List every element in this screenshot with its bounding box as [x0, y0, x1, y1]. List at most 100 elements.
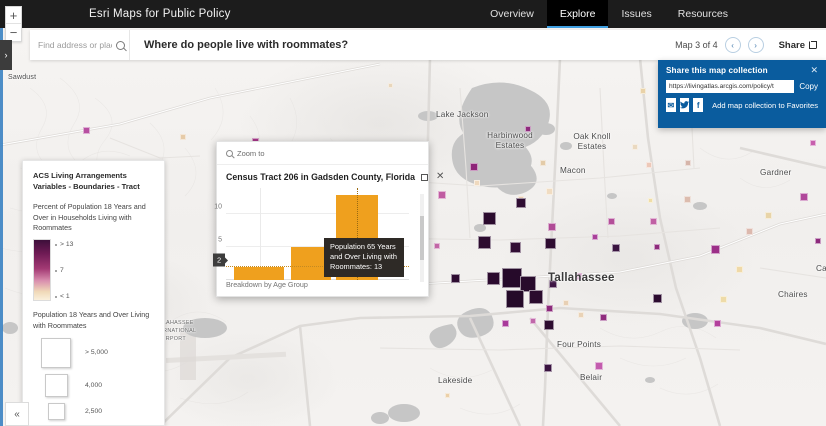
map-marker[interactable] [592, 234, 598, 240]
share-url-input[interactable] [666, 80, 795, 93]
map-marker[interactable] [563, 300, 569, 306]
zoom-in-button[interactable]: + [6, 7, 21, 24]
share-button-label: Share [778, 39, 805, 51]
map-marker[interactable] [438, 191, 446, 199]
app-brand-title: Esri Maps for Public Policy [89, 8, 231, 20]
map-marker[interactable] [483, 212, 496, 225]
close-icon[interactable]: ✕ [436, 171, 445, 182]
nav-item-explore[interactable]: Explore [546, 0, 609, 28]
chart-tooltip: Population 65 Years and Over Living with… [324, 238, 404, 277]
map-marker[interactable] [746, 228, 753, 235]
map-marker[interactable] [445, 393, 450, 398]
map-marker[interactable] [654, 244, 660, 250]
legend-size-row: > 5,000 [33, 337, 154, 368]
facebook-share-button[interactable]: f [693, 98, 704, 112]
map-marker[interactable] [520, 276, 536, 292]
map-marker[interactable] [544, 320, 554, 330]
map-question-title: Where do people live with roommates? [144, 39, 349, 51]
map-marker[interactable] [525, 126, 531, 132]
map-marker[interactable] [653, 294, 662, 303]
map-marker[interactable] [546, 188, 553, 195]
nav-item-overview[interactable]: Overview [490, 8, 534, 20]
search-input[interactable] [38, 40, 112, 50]
feature-popup-header: Census Tract 206 in Gadsden County, Flor… [217, 165, 444, 188]
map-marker[interactable] [529, 290, 543, 304]
map-marker[interactable] [800, 193, 808, 201]
search-icon[interactable] [116, 40, 125, 50]
map-marker[interactable] [711, 245, 720, 254]
map-marker[interactable] [434, 243, 440, 249]
map-marker[interactable] [506, 290, 524, 308]
map-marker[interactable] [83, 127, 90, 134]
map-marker[interactable] [545, 238, 556, 249]
map-marker[interactable] [474, 180, 480, 186]
copy-link-button[interactable]: Copy [799, 82, 818, 91]
map-marker[interactable] [578, 312, 584, 318]
map-marker[interactable] [540, 160, 546, 166]
share-popup-header: Share this map collection ✕ [666, 65, 818, 76]
map-toolbar: Where do people live with roommates? Map… [30, 30, 826, 60]
map-marker[interactable] [646, 162, 652, 168]
next-map-button[interactable]: › [747, 37, 764, 53]
zoom-to-icon [226, 149, 233, 157]
map-marker[interactable] [608, 218, 615, 225]
map-marker[interactable] [549, 280, 557, 288]
map-marker[interactable] [451, 274, 460, 283]
map-marker[interactable] [546, 305, 553, 312]
search-container[interactable] [30, 30, 130, 60]
chart-ytick-10: 10 [214, 203, 222, 211]
top-nav-links: Overview Explore Issues Resources [477, 0, 826, 28]
map-marker[interactable] [516, 198, 526, 208]
share-popup: Share this map collection ✕ Copy ✉ f Add… [658, 60, 826, 128]
email-share-button[interactable]: ✉ [666, 98, 676, 112]
map-marker[interactable] [575, 273, 582, 280]
map-zoom-controls[interactable]: + − [5, 6, 22, 42]
nav-item-resources[interactable]: Resources [677, 8, 728, 20]
map-marker[interactable] [815, 238, 821, 244]
map-marker[interactable] [648, 198, 653, 203]
map-marker[interactable] [736, 266, 743, 273]
map-marker[interactable] [640, 88, 646, 94]
left-panel-collapse-button[interactable]: « [5, 402, 29, 426]
share-popup-close-icon[interactable]: ✕ [810, 65, 818, 75]
nav-item-issues[interactable]: Issues [621, 8, 652, 20]
map-marker[interactable] [530, 318, 536, 324]
map-marker[interactable] [720, 296, 727, 303]
zoom-to-button[interactable]: Zoom to [217, 142, 428, 165]
map-marker[interactable] [600, 314, 607, 321]
feature-popup-scrollbar[interactable] [420, 194, 424, 282]
share-button[interactable]: Share [771, 40, 817, 51]
scrollbar-thumb[interactable] [420, 216, 424, 260]
legend-ramp-label-high: > 13 [55, 241, 73, 248]
map-marker[interactable] [180, 134, 186, 140]
map-marker[interactable] [548, 223, 556, 231]
map-marker[interactable] [684, 196, 691, 203]
maximize-icon[interactable] [421, 173, 429, 181]
map-marker[interactable] [595, 362, 603, 370]
map-marker[interactable] [650, 218, 657, 225]
twitter-share-button[interactable] [679, 98, 690, 112]
map-marker[interactable] [502, 268, 522, 288]
chart-vertical-gridline [260, 188, 261, 280]
legend-size-swatch-holder [33, 402, 79, 420]
left-panel-expand-tab[interactable]: › [0, 40, 12, 70]
map-marker[interactable] [510, 242, 521, 253]
map-marker[interactable] [544, 364, 552, 372]
legend-size-swatch [47, 402, 65, 420]
chart-bar-18-to-34[interactable] [234, 266, 284, 280]
map-marker[interactable] [612, 244, 620, 252]
map-marker[interactable] [478, 236, 491, 249]
map-marker[interactable] [810, 140, 816, 146]
map-marker[interactable] [714, 320, 721, 327]
map-marker[interactable] [388, 83, 393, 88]
previous-map-button[interactable]: ‹ [724, 37, 741, 53]
zoom-out-button[interactable]: − [9, 25, 18, 40]
map-marker[interactable] [765, 212, 772, 219]
add-to-favorites-link[interactable]: Add map collection to Favorites [712, 100, 819, 110]
map-marker[interactable] [502, 320, 509, 327]
map-marker[interactable] [632, 144, 638, 150]
map-marker[interactable] [487, 272, 500, 285]
map-marker[interactable] [685, 160, 691, 166]
map-marker[interactable] [470, 163, 478, 171]
toolbar-right-controls: Map 3 of 4 ‹ › Share [675, 37, 826, 53]
